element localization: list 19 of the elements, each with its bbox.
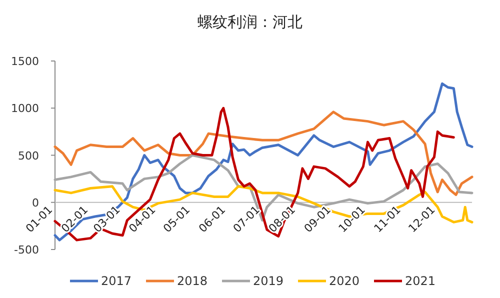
legend-label: 2019 [253,274,284,288]
legend-label: 2020 [329,274,360,288]
legend-item: 2020 [298,274,360,288]
legend-label: 2021 [405,274,436,288]
y-tick-label: 1500 [11,55,39,68]
line-series [54,110,474,196]
line-series [54,82,474,242]
y-tick-label: 500 [18,149,39,162]
line-series [54,106,455,242]
y-tick-label: 0 [32,196,39,210]
y-tick-label: -500 [14,244,39,256]
legend-item: 2018 [146,274,208,288]
legend-item: 2017 [70,274,132,288]
chart-title: 螺纹利润：河北 [198,13,302,31]
legend-item: 2021 [374,274,436,288]
legend-label: 2017 [101,274,132,288]
y-tick-label: 1000 [11,102,39,116]
legend-label: 2018 [177,274,208,288]
legend-item: 2019 [222,274,284,288]
